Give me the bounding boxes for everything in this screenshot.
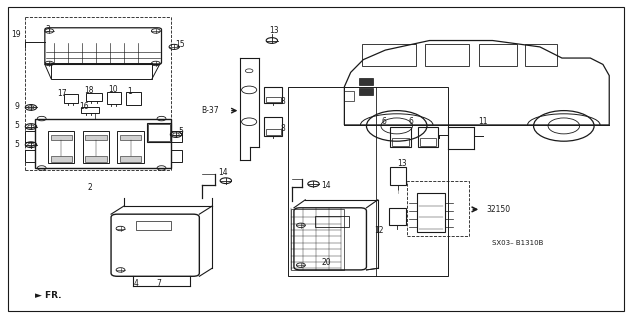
Text: 16: 16 bbox=[79, 102, 88, 111]
Text: 9: 9 bbox=[14, 102, 19, 111]
Bar bbox=[118, 131, 144, 163]
Bar bbox=[120, 134, 142, 140]
Bar bbox=[408, 181, 469, 236]
Bar bbox=[64, 94, 78, 103]
Text: B-37: B-37 bbox=[201, 106, 219, 115]
Text: SX03– B1310B: SX03– B1310B bbox=[492, 240, 544, 246]
Bar bbox=[359, 78, 373, 85]
Text: 14: 14 bbox=[321, 181, 331, 190]
Bar bbox=[120, 156, 142, 162]
Bar bbox=[525, 44, 557, 66]
Text: 13: 13 bbox=[397, 159, 406, 168]
Text: 5: 5 bbox=[14, 121, 19, 130]
Bar bbox=[478, 44, 516, 66]
Text: 10: 10 bbox=[108, 85, 118, 94]
Bar bbox=[137, 220, 171, 230]
Text: 2: 2 bbox=[88, 183, 93, 192]
Text: 7: 7 bbox=[156, 279, 161, 288]
Bar bbox=[51, 63, 152, 79]
Bar bbox=[25, 131, 35, 142]
Bar bbox=[82, 107, 99, 113]
Text: 6: 6 bbox=[409, 117, 414, 126]
Bar bbox=[291, 209, 344, 270]
Bar bbox=[389, 208, 406, 225]
Bar bbox=[344, 92, 354, 101]
Bar bbox=[265, 97, 281, 102]
Bar bbox=[51, 134, 72, 140]
Bar bbox=[86, 93, 102, 101]
Text: 11: 11 bbox=[478, 117, 488, 126]
Text: 20: 20 bbox=[322, 258, 332, 267]
Bar bbox=[107, 92, 121, 104]
Bar bbox=[85, 156, 107, 162]
Bar bbox=[417, 194, 446, 232]
Text: 1: 1 bbox=[128, 87, 132, 96]
Text: 18: 18 bbox=[84, 86, 94, 95]
Text: 17: 17 bbox=[58, 89, 67, 98]
Text: 12: 12 bbox=[374, 226, 384, 235]
Bar bbox=[171, 150, 181, 162]
Bar bbox=[51, 156, 72, 162]
Bar bbox=[391, 126, 411, 147]
Bar bbox=[171, 131, 181, 142]
Bar bbox=[315, 216, 349, 227]
Text: 15: 15 bbox=[176, 40, 185, 49]
Bar bbox=[359, 88, 373, 95]
Bar bbox=[418, 126, 439, 147]
Bar bbox=[391, 167, 406, 186]
Bar bbox=[35, 119, 171, 168]
Bar bbox=[264, 87, 282, 103]
Text: 5: 5 bbox=[178, 127, 183, 136]
Bar bbox=[265, 129, 281, 135]
Bar bbox=[126, 92, 142, 105]
Bar bbox=[420, 138, 437, 146]
Text: 8: 8 bbox=[280, 124, 285, 132]
Bar bbox=[392, 138, 409, 146]
Text: ► FR.: ► FR. bbox=[35, 291, 62, 300]
Bar bbox=[362, 44, 416, 66]
Text: 32150: 32150 bbox=[487, 205, 511, 214]
Bar bbox=[149, 124, 170, 141]
Bar bbox=[264, 117, 282, 136]
Text: 13: 13 bbox=[269, 27, 279, 36]
Text: 6: 6 bbox=[382, 117, 387, 126]
Bar bbox=[83, 131, 109, 163]
Text: 19: 19 bbox=[11, 30, 21, 39]
Text: 3: 3 bbox=[46, 25, 51, 34]
Text: 5: 5 bbox=[14, 140, 19, 149]
Bar bbox=[25, 150, 35, 162]
Bar bbox=[147, 123, 171, 141]
Text: 4: 4 bbox=[134, 279, 138, 288]
Text: 8: 8 bbox=[280, 97, 285, 106]
Bar bbox=[48, 131, 75, 163]
Bar bbox=[85, 134, 107, 140]
Text: 14: 14 bbox=[218, 168, 228, 177]
Bar bbox=[288, 87, 449, 276]
Bar bbox=[425, 44, 469, 66]
